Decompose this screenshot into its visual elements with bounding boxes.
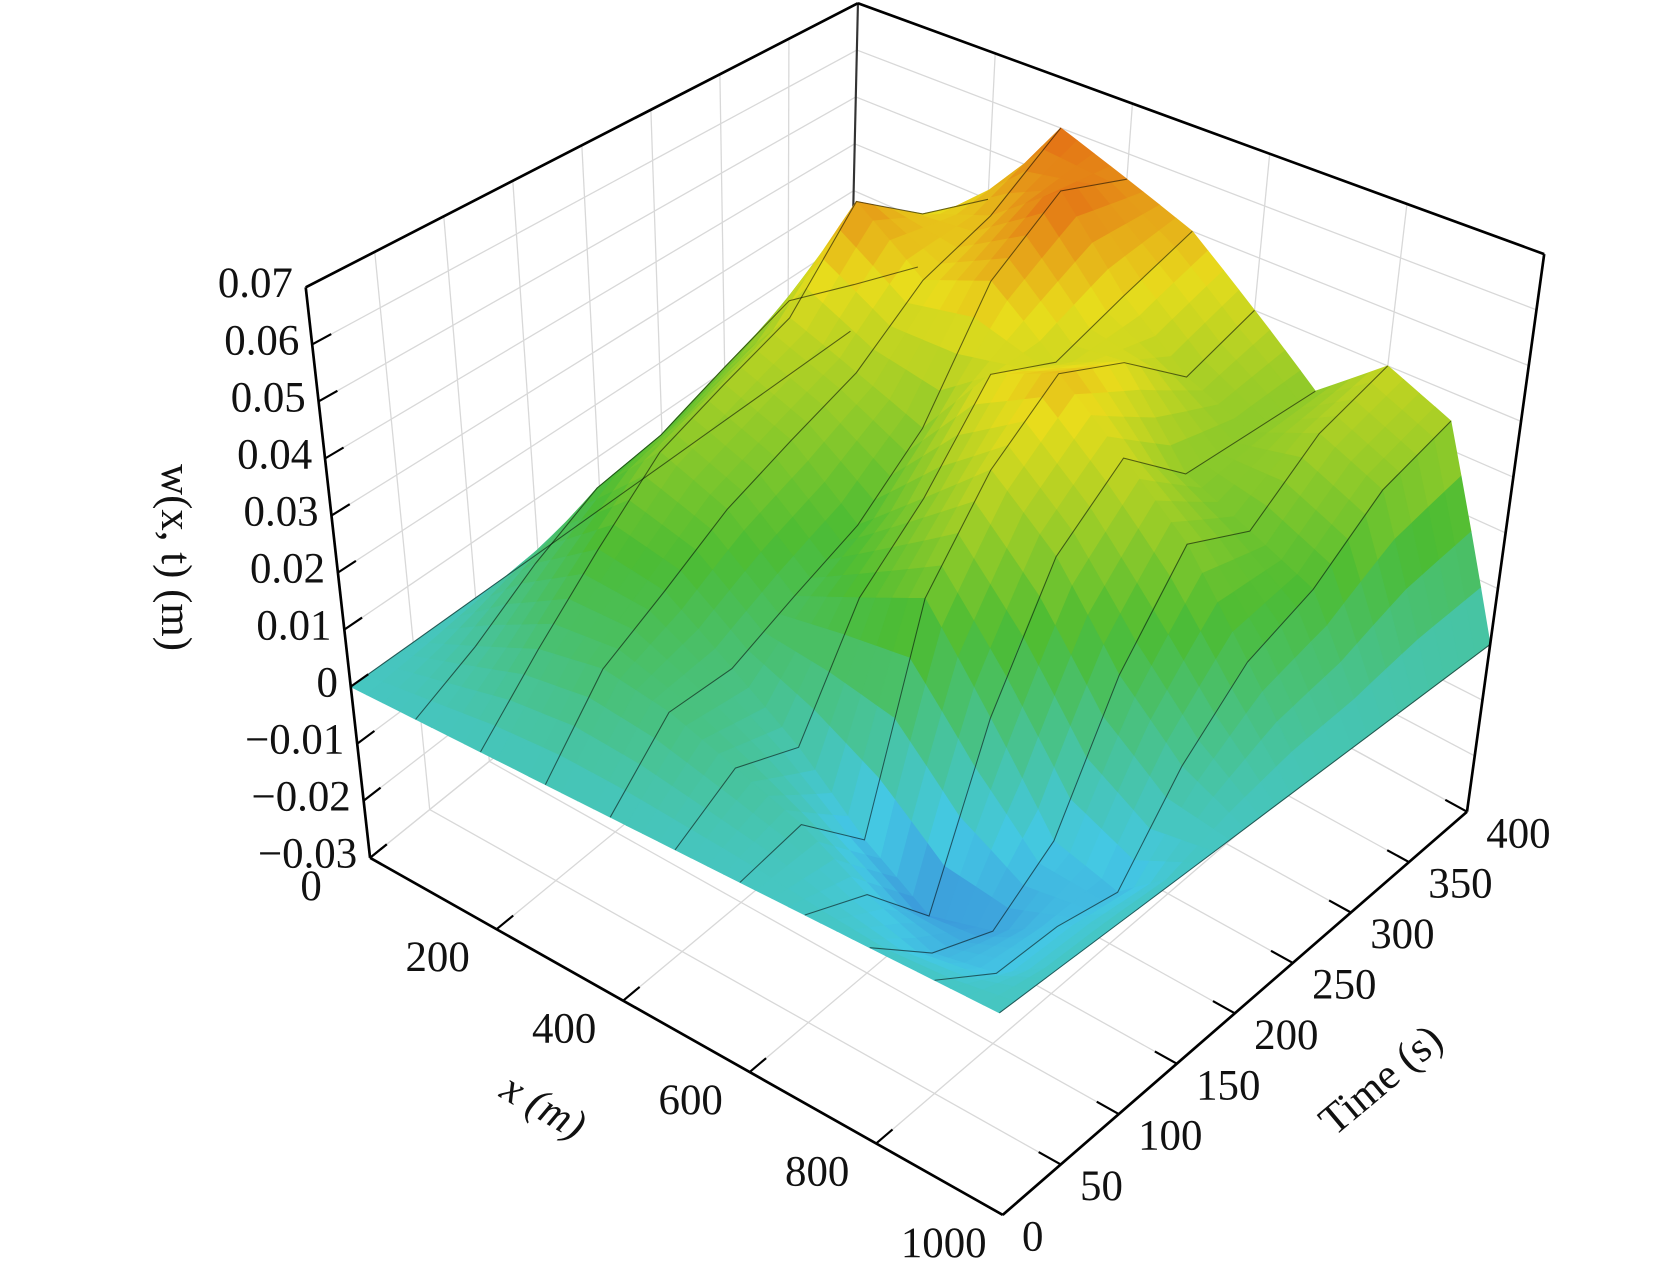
x-tick-label: 200 (405, 934, 469, 981)
tick-mark (1038, 1151, 1062, 1166)
tick-mark (305, 276, 326, 289)
z-tick-label: −0.01 (245, 717, 344, 764)
z-axis-title: w(x, t) (m) (152, 464, 199, 651)
x-tick-label: 0 (300, 863, 321, 910)
z-tick-label: 0.05 (231, 374, 306, 421)
tick-mark (980, 1201, 1004, 1216)
tick-mark (318, 389, 338, 403)
tick-mark (311, 333, 332, 346)
z-tick-label: 0.01 (256, 602, 331, 649)
tick-mark (1001, 1199, 1020, 1216)
z-tick-label: −0.02 (252, 774, 351, 821)
mesh-line (674, 230, 1193, 851)
y-tick-label: 200 (1254, 1012, 1318, 1059)
axis-line (1465, 253, 1546, 812)
mesh-line (415, 266, 919, 720)
mesh-line (544, 127, 1062, 785)
y-tick-label: 400 (1486, 810, 1550, 857)
z-tick-label: 0.03 (244, 488, 319, 535)
y-tick-label: 350 (1428, 861, 1492, 908)
y-tick-label: 250 (1312, 961, 1376, 1008)
tick-mark (1328, 899, 1352, 914)
y-tick-label: 100 (1138, 1113, 1202, 1160)
z-tick-label: 0 (316, 660, 337, 707)
tick-mark (495, 914, 514, 931)
tick-mark (324, 446, 345, 460)
mesh-line (609, 178, 1127, 818)
mesh-line (999, 644, 1491, 1014)
grid-line (429, 809, 1062, 1166)
y-tick-label: 50 (1080, 1163, 1123, 1210)
tick-mark (337, 559, 357, 574)
axis-line (369, 856, 1004, 1217)
tick-mark (1154, 1050, 1178, 1065)
y-axis-title: Time (s) (1310, 1016, 1451, 1145)
z-tick-label: −0.03 (258, 831, 357, 878)
tick-mark (1444, 798, 1468, 813)
tick-mark (1096, 1100, 1120, 1116)
axis-line (305, 2, 859, 289)
x-tick-label: 400 (532, 1006, 596, 1053)
mesh-line (350, 330, 851, 688)
tick-mark (356, 730, 376, 745)
tick-mark (362, 786, 382, 802)
z-tick-label: 0.06 (224, 317, 299, 364)
grid-line (856, 49, 1537, 311)
tick-mark (748, 1057, 767, 1073)
tick-mark (1386, 849, 1410, 864)
mesh-line (480, 198, 989, 753)
y-tick-label: 300 (1370, 911, 1434, 958)
tick-mark (350, 673, 369, 688)
tick-mark (622, 986, 641, 1002)
x-tick-label: 1000 (901, 1220, 987, 1267)
x-tick-label: 600 (659, 1077, 723, 1124)
tick-mark (1212, 1000, 1236, 1015)
mesh-line (739, 309, 1255, 883)
axis-line (857, 1, 1545, 256)
y-tick-label: 150 (1196, 1062, 1260, 1109)
z-tick-label: 0.07 (218, 260, 293, 307)
mesh-line (869, 365, 1389, 954)
mesh-line (934, 420, 1452, 981)
tick-mark (875, 1128, 894, 1145)
y-tick-label: 0 (1022, 1213, 1043, 1260)
tick-mark (330, 503, 351, 517)
x-tick-label: 800 (785, 1148, 849, 1195)
tick-mark (343, 616, 363, 631)
tick-mark (369, 843, 388, 859)
z-tick-label: 0.02 (250, 545, 325, 592)
z-tick-label: 0.04 (237, 431, 312, 478)
grid-line (489, 760, 1120, 1115)
tick-mark (1270, 949, 1294, 964)
x-axis-title: x (m) (492, 1063, 594, 1149)
mesh-line (804, 390, 1316, 917)
